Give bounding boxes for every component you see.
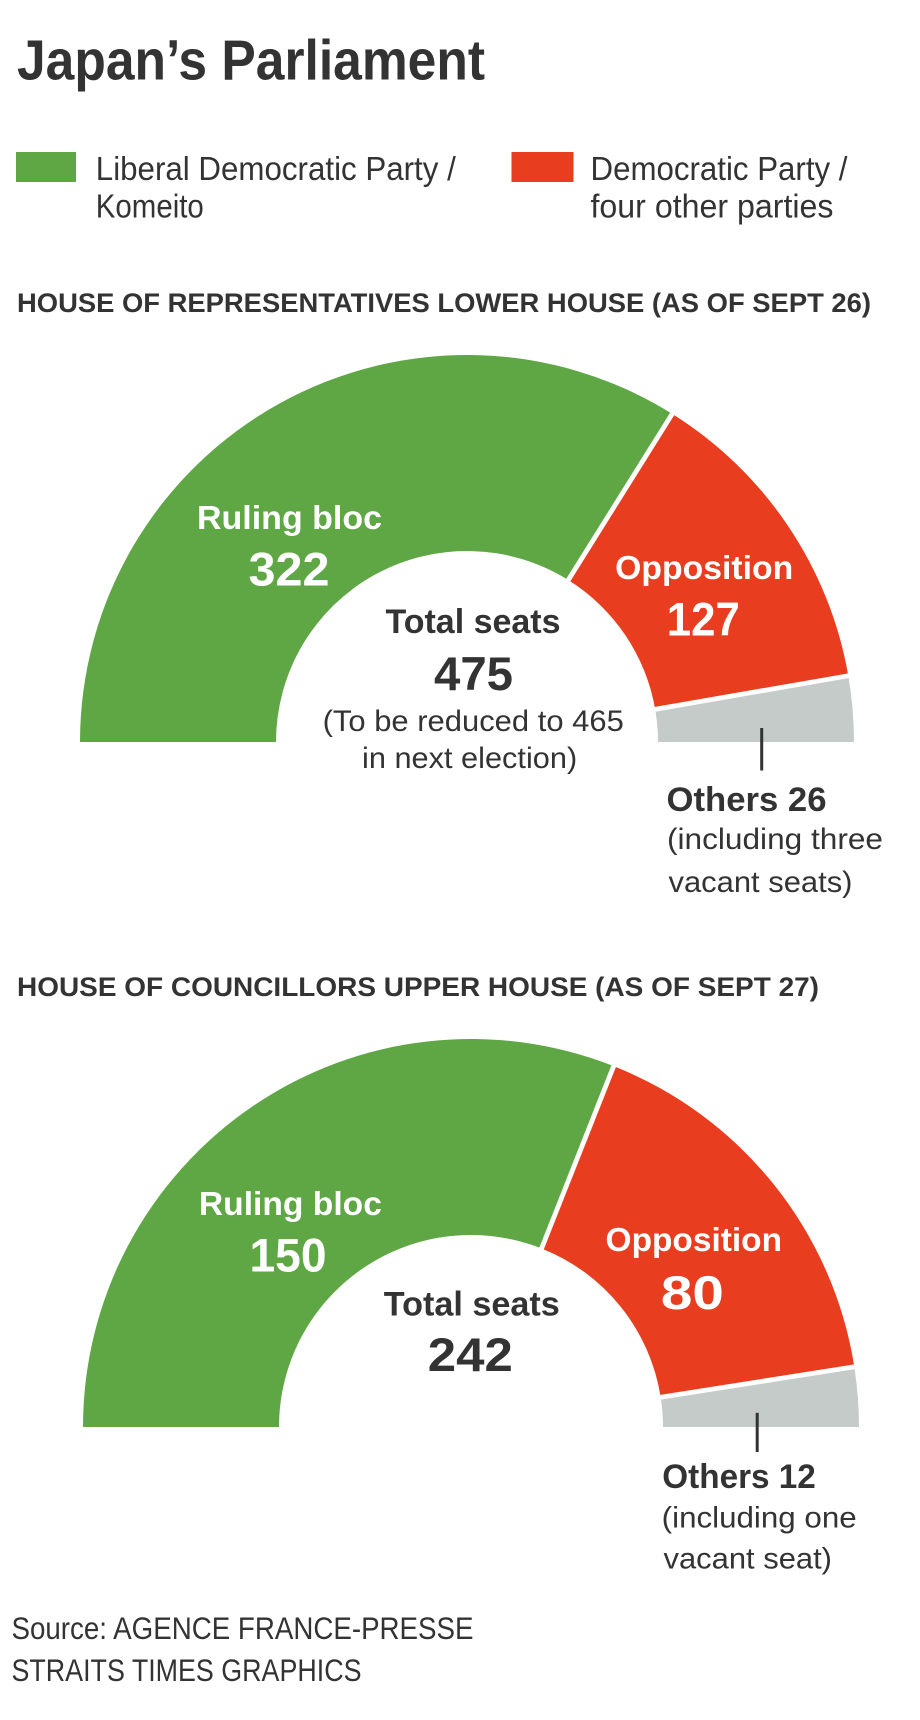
svg-text:475: 475 xyxy=(434,648,513,701)
svg-text:HOUSE OF COUNCILLORS UPPER HOU: HOUSE OF COUNCILLORS UPPER HOUSE (AS OF … xyxy=(17,972,819,1002)
svg-text:(including one: (including one xyxy=(662,1502,857,1535)
svg-text:Ruling bloc: Ruling bloc xyxy=(197,500,382,537)
svg-text:Opposition: Opposition xyxy=(615,550,793,587)
svg-text:Source: AGENCE FRANCE-PRESSE: Source: AGENCE FRANCE-PRESSE xyxy=(12,1610,474,1646)
svg-text:Others 12: Others 12 xyxy=(662,1458,816,1496)
svg-text:Others 26: Others 26 xyxy=(667,781,827,819)
svg-text:Total seats: Total seats xyxy=(384,1286,560,1324)
svg-text:Japan’s Parliament: Japan’s Parliament xyxy=(17,29,485,93)
svg-text:(To be reduced to 465: (To be reduced to 465 xyxy=(323,705,624,738)
svg-text:HOUSE OF REPRESENTATIVES LOWER: HOUSE OF REPRESENTATIVES LOWER HOUSE (AS… xyxy=(17,288,871,318)
svg-text:322: 322 xyxy=(249,543,330,596)
svg-text:vacant seat): vacant seat) xyxy=(664,1543,833,1576)
svg-text:in next election): in next election) xyxy=(362,742,577,775)
svg-text:Opposition: Opposition xyxy=(606,1222,783,1259)
svg-text:80: 80 xyxy=(661,1267,724,1320)
svg-text:Komeito: Komeito xyxy=(96,188,204,225)
svg-text:four other parties: four other parties xyxy=(591,188,834,225)
svg-text:Liberal Democratic Party /: Liberal Democratic Party / xyxy=(96,150,457,187)
svg-text:Democratic Party /: Democratic Party / xyxy=(591,150,849,187)
svg-text:127: 127 xyxy=(667,594,740,647)
svg-text:242: 242 xyxy=(428,1329,513,1382)
svg-text:STRAITS TIMES GRAPHICS: STRAITS TIMES GRAPHICS xyxy=(12,1652,362,1688)
svg-text:(including three: (including three xyxy=(667,823,883,856)
svg-text:150: 150 xyxy=(250,1230,327,1283)
svg-text:Ruling bloc: Ruling bloc xyxy=(199,1186,382,1223)
svg-text:Total seats: Total seats xyxy=(386,603,561,641)
svg-text:vacant seats): vacant seats) xyxy=(669,866,853,899)
